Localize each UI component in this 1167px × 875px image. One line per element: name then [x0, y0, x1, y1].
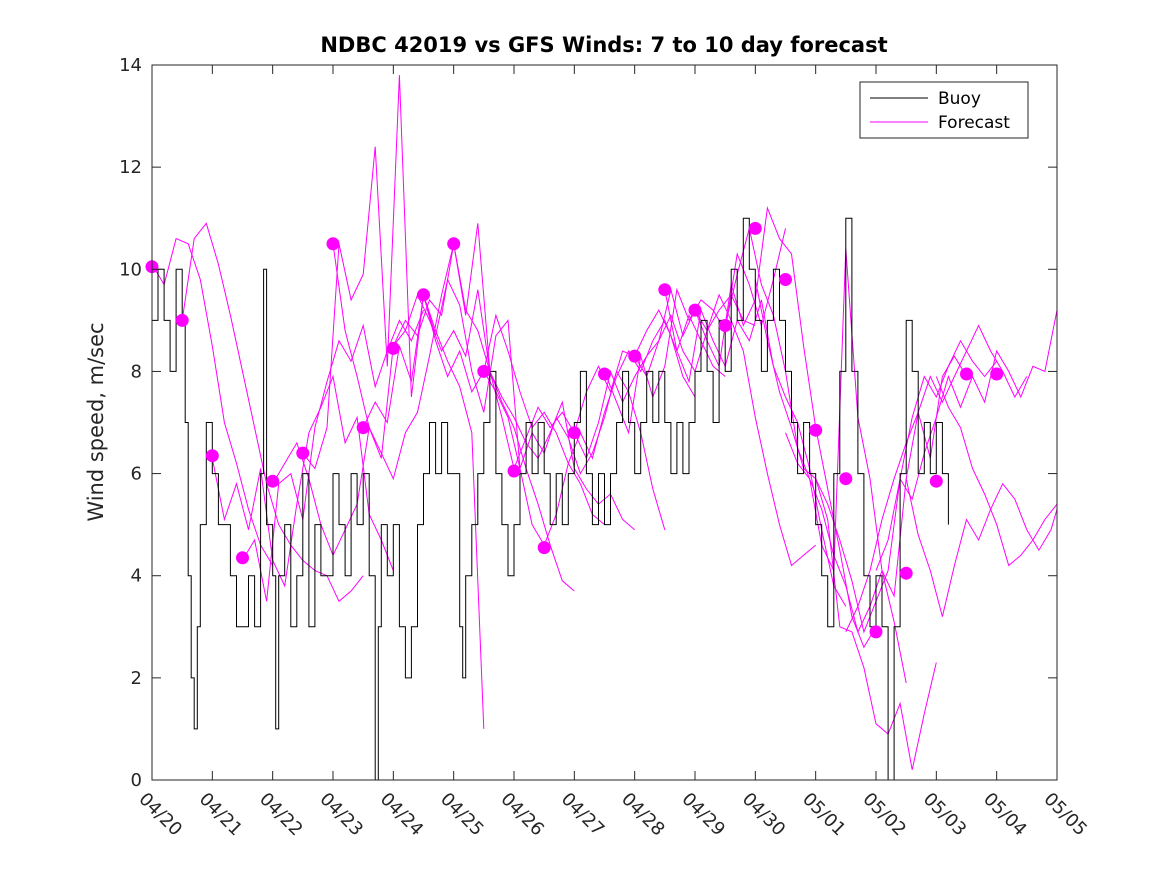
forecast-run-27 — [935, 376, 1058, 567]
forecast-marker-2 — [175, 313, 189, 327]
legend-forecast-label: Forecast — [938, 113, 1010, 133]
x-tick-label: 04/26 — [496, 789, 548, 841]
x-tick-label: 05/04 — [979, 789, 1031, 841]
forecast-run-21 — [754, 279, 937, 770]
forecast-marker-29 — [990, 367, 1004, 381]
forecast-marker-11 — [447, 237, 461, 251]
forecast-marker-12 — [477, 364, 491, 378]
forecast-marker-27 — [929, 474, 943, 488]
x-tick-label: 04/24 — [376, 789, 428, 841]
series-layer — [145, 75, 1058, 781]
forecast-marker-6 — [296, 446, 310, 460]
forecast-marker-25 — [869, 625, 883, 639]
forecast-marker-18 — [658, 283, 672, 297]
y-tick-label: 12 — [119, 157, 142, 178]
plot-frame — [151, 64, 1058, 781]
forecast-marker-5 — [266, 474, 280, 488]
forecast-marker-3 — [205, 449, 219, 463]
forecast-run-6 — [302, 75, 485, 729]
forecast-run-15 — [573, 289, 756, 460]
x-tick-label: 04/23 — [315, 789, 367, 841]
x-tick-label: 04/21 — [195, 789, 247, 841]
forecast-marker-10 — [417, 288, 430, 302]
x-tick-label: 04/22 — [255, 789, 307, 841]
x-tick-label: 04/28 — [617, 789, 669, 841]
x-tick-label: 04/20 — [134, 789, 186, 841]
forecast-run-1 — [151, 237, 274, 566]
y-tick-label: 8 — [131, 361, 142, 382]
forecast-run-2 — [181, 222, 364, 603]
forecast-marker-21 — [748, 221, 762, 235]
forecast-run-9 — [392, 289, 575, 592]
forecast-marker-16 — [598, 367, 611, 381]
forecast-marker-28 — [960, 367, 973, 381]
forecast-marker-26 — [899, 566, 913, 580]
y-tick-label: 4 — [131, 566, 142, 587]
legend: Buoy Forecast — [859, 81, 1029, 139]
forecast-run-17 — [634, 293, 817, 567]
y-tick-label: 10 — [119, 259, 142, 280]
forecast-marker-20 — [718, 319, 732, 332]
forecast-run-8 — [362, 277, 545, 546]
y-tick-label: 6 — [131, 464, 142, 485]
x-tick-label: 04/29 — [677, 789, 729, 841]
x-tick-label: 05/02 — [858, 789, 910, 841]
x-tick-label: 04/27 — [557, 789, 609, 841]
forecast-marker-14 — [537, 541, 551, 555]
x-tick-label: 04/25 — [436, 789, 488, 841]
forecast-marker-22 — [779, 273, 792, 286]
forecast-marker-15 — [567, 426, 581, 440]
forecast-run-25 — [875, 310, 1058, 571]
forecast-marker-24 — [839, 472, 853, 486]
y-tick-label: 2 — [131, 668, 142, 689]
x-tick-label: 05/05 — [1039, 789, 1091, 841]
forecast-marker-7 — [326, 237, 340, 251]
x-tick-label: 04/30 — [738, 789, 790, 841]
forecast-marker-8 — [356, 421, 370, 435]
legend-buoy-label: Buoy — [938, 89, 981, 109]
forecast-marker-9 — [386, 341, 400, 355]
forecast-run-7 — [332, 223, 515, 481]
forecast-marker-13 — [507, 464, 521, 478]
forecast-marker-19 — [688, 303, 702, 317]
forecast-run-26 — [905, 478, 1058, 617]
y-axis-label: Wind speed, m/sec — [84, 322, 108, 521]
x-tick-label: 05/01 — [798, 789, 850, 841]
chart-title: NDBC 42019 vs GFS Winds: 7 to 10 day for… — [320, 33, 887, 57]
forecast-run-5 — [272, 243, 455, 557]
forecast-marker-17 — [628, 349, 642, 363]
y-tick-label: 0 — [131, 770, 142, 791]
buoy-line — [152, 217, 949, 781]
forecast-run-24 — [845, 324, 1028, 633]
legend-box — [859, 81, 1029, 139]
x-tick-label: 05/03 — [919, 789, 971, 841]
forecast-marker-4 — [236, 551, 249, 565]
forecast-marker-23 — [809, 423, 823, 437]
y-tick-label: 14 — [119, 55, 142, 76]
